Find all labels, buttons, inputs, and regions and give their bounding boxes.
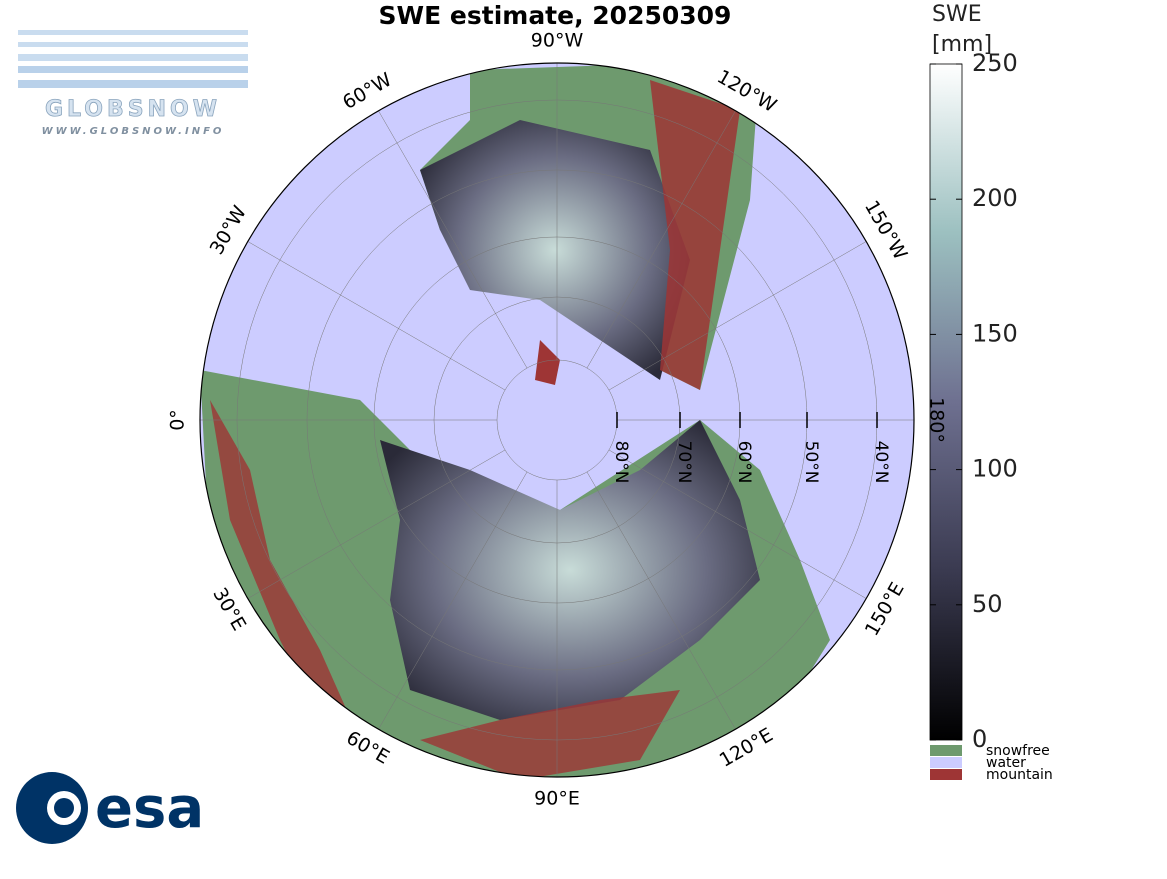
colorbar-tick-label: 0 [972,725,987,753]
map [200,63,914,777]
longitude-label: 0° [167,409,189,431]
colorbar [929,63,963,741]
meridian [586,471,736,730]
latitude-label: 70°N [674,441,694,484]
colorbar-tick-label: 200 [972,184,1018,212]
logo-url: WWW.GLOBSNOW.INFO [42,126,225,137]
latitude-label: 50°N [801,441,821,484]
esa-logo: esa [16,772,204,844]
legend-swatch [930,769,962,780]
legend-label: mountain [986,767,1053,783]
title: SWE estimate, 20250309 [379,1,732,30]
longitude-label: 90°W [531,30,584,52]
longitude-label: 180° [926,397,948,443]
mountain-rockies [650,80,740,390]
meridian [608,241,867,391]
snow-eurasia [380,420,760,720]
map-border [199,62,915,778]
meridian [586,110,736,369]
meridian [378,471,528,730]
colorbar-label: SWE [932,2,982,27]
globsnow-logo: GLOBSNOW WWW.GLOBSNOW.INFO [18,30,248,137]
colorbar-label: [mm] [932,32,992,57]
mountain-asia [420,690,680,777]
meridian [247,241,506,391]
colorbar-tick-label: 250 [972,49,1018,77]
legend-swatch [930,757,962,768]
esa-text: esa [95,776,204,841]
colorbar-tick-label: 150 [972,319,1018,347]
mountain-europe [210,400,360,740]
latitude-label: 40°N [871,441,891,484]
legend-label: snowfree [986,743,1050,759]
meridian [247,449,506,599]
longitude-label: 90°E [534,788,580,810]
snow-north-america [420,120,690,380]
mountain-greenland [535,340,560,385]
meridian [378,110,528,369]
meridian [608,449,867,599]
legend-label: water [986,755,1026,771]
colorbar-tick-label: 50 [972,590,1003,618]
colorbar-tick-label: 100 [972,455,1018,483]
latitude-label: 60°N [734,441,754,484]
latitude-label: 80°N [611,441,631,484]
legend-swatch [930,745,962,756]
colorbar-axis: 0 50 100 150 200 250 [930,49,1018,753]
logo-name: GLOBSNOW [45,97,221,122]
